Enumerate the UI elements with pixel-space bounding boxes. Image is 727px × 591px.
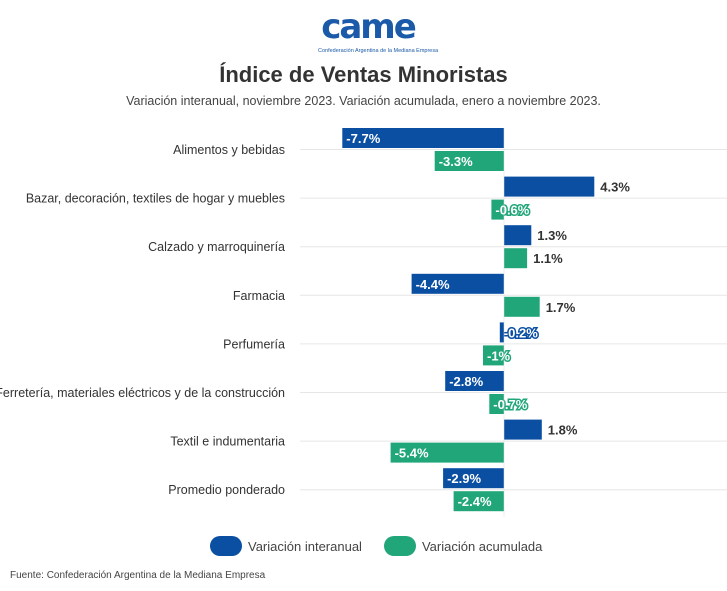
category-label: Calzado y marroquinería — [148, 240, 285, 254]
came-logo: came Confederación Argentina de la Media… — [318, 7, 439, 58]
bar-acumulada — [489, 394, 504, 414]
data-label: -4.4% — [416, 277, 450, 292]
data-label: -0.7% — [493, 397, 527, 412]
category-label: Promedio ponderado — [168, 483, 285, 497]
bar-acumulada — [504, 296, 540, 317]
data-label: -1% — [487, 348, 511, 363]
legend-swatch-interanual — [210, 536, 242, 556]
data-label: 1.7% — [546, 300, 576, 315]
bar-acumulada — [390, 442, 504, 463]
data-label: -7.7% — [346, 131, 380, 146]
logo-mark: came — [321, 7, 417, 47]
bar-interanual — [504, 176, 595, 197]
bar-acumulada — [483, 345, 504, 366]
category-label: Ferretería, materiales eléctricos y de l… — [0, 386, 285, 400]
data-label: -2.4% — [458, 494, 492, 509]
legend: Variación interanual Variación acumulada — [210, 536, 542, 556]
data-label: -2.9% — [447, 471, 481, 486]
bar-acumulada — [453, 491, 504, 512]
category-label: Alimentos y bebidas — [173, 143, 285, 157]
data-label: -5.4% — [395, 446, 429, 461]
data-label: 4.3% — [600, 180, 630, 195]
chart-title: Índice de Ventas Minoristas — [219, 62, 508, 87]
bar-interanual — [504, 225, 532, 246]
data-label: -2.8% — [449, 374, 483, 389]
bar-interanual — [411, 273, 504, 294]
legend-swatch-acumulada — [383, 536, 416, 556]
data-label: 1.8% — [548, 423, 578, 438]
bar-interanual — [443, 468, 504, 489]
category-label: Bazar, decoración, textiles de hogar y m… — [26, 192, 285, 206]
bar-acumulada — [504, 248, 528, 269]
data-label: 1.3% — [537, 228, 567, 243]
data-label: -0.6% — [495, 203, 529, 218]
bar-acumulada — [491, 199, 504, 220]
data-label: 1.1% — [533, 251, 563, 266]
bar-interanual — [499, 322, 504, 343]
category-label: Textil e indumentaria — [170, 435, 285, 449]
category-label: Farmacia — [233, 289, 285, 303]
logo-subtitle: Confederación Argentina de la Mediana Em… — [318, 48, 439, 54]
bar-acumulada — [434, 151, 504, 171]
bar-interanual — [445, 371, 504, 391]
legend-label-interanual: Variación interanual — [248, 538, 362, 554]
bar-interanual — [342, 128, 504, 148]
category-label: Perfumería — [223, 337, 285, 351]
data-label: -3.3% — [439, 154, 473, 169]
bar-interanual — [504, 419, 542, 440]
source-note: Fuente: Confederación Argentina de la Me… — [10, 570, 266, 581]
chart-subtitle: Variación interanual, noviembre 2023. Va… — [126, 94, 601, 108]
data-label: -0.2% — [504, 325, 538, 340]
legend-label-acumulada: Variación acumulada — [421, 538, 543, 554]
